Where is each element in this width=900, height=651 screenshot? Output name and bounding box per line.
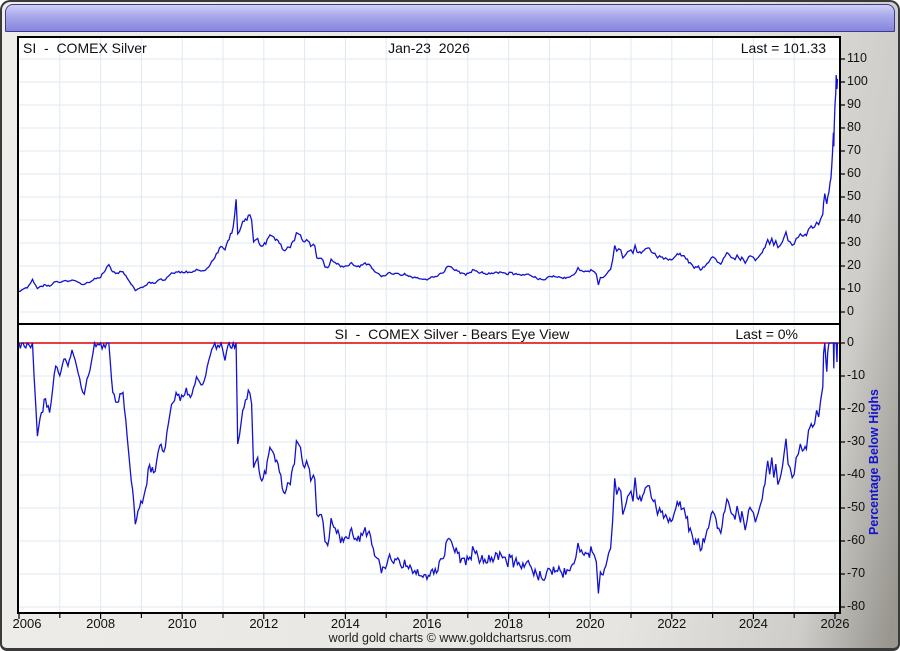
y-tick-label: -50 [847,500,866,514]
x-tick-label: 2006 [12,616,42,631]
price-panel-symbol-label: SI - COMEX Silver [23,40,147,56]
y-tick-label: 100 [847,74,868,88]
y-tick-label: 50 [847,189,861,203]
y-tick-label: 30 [847,235,861,249]
x-tick-label: 2022 [657,616,687,631]
y-tick-label: 0 [847,304,854,318]
y-tick-label: -70 [847,566,866,580]
x-tick-label: 2008 [86,616,116,631]
y-tick-label: -60 [847,533,866,547]
x-tick-label: 2024 [738,616,768,631]
x-tick-label: 2012 [249,616,279,631]
x-tick-label: 2020 [575,616,605,631]
y-tick-label: -10 [847,368,866,382]
drawdown-panel-title: SI - COMEX Silver - Bears Eye View [334,326,570,342]
drawdown-panel-last-label: Last = 0% [735,326,798,342]
x-tick-label: 2018 [494,616,524,631]
y-tick-label: -40 [847,467,866,481]
footer: world gold charts © www.goldchartsrus.co… [2,631,898,645]
y-tick-label: 70 [847,143,861,157]
y-tick-label: 10 [847,281,861,295]
y-tick-label: -20 [847,401,866,415]
y-tick-label: 0 [847,335,854,349]
y-tick-label: 80 [847,120,861,134]
y-tick-label: 60 [847,166,861,180]
y-tick-label: -80 [847,599,866,613]
price-panel-date-label: Jan-23 2026 [388,40,470,56]
price-panel-last-label: Last = 101.33 [740,40,826,56]
x-tick-label: 2026 [820,616,850,631]
x-tick-label: 2010 [167,616,197,631]
y-tick-label: -30 [847,434,866,448]
y-tick-label: 90 [847,97,861,111]
y-tick-label: 110 [847,51,867,65]
footer-credit: world gold charts © www.goldchartsrus.co… [328,631,572,645]
x-tick-label: 2016 [412,616,442,631]
x-tick-label: 2014 [330,616,360,631]
y-axis-title: Percentage Below Highs [867,389,881,535]
y-tick-label: 40 [847,212,861,226]
y-tick-label: 20 [847,258,861,272]
